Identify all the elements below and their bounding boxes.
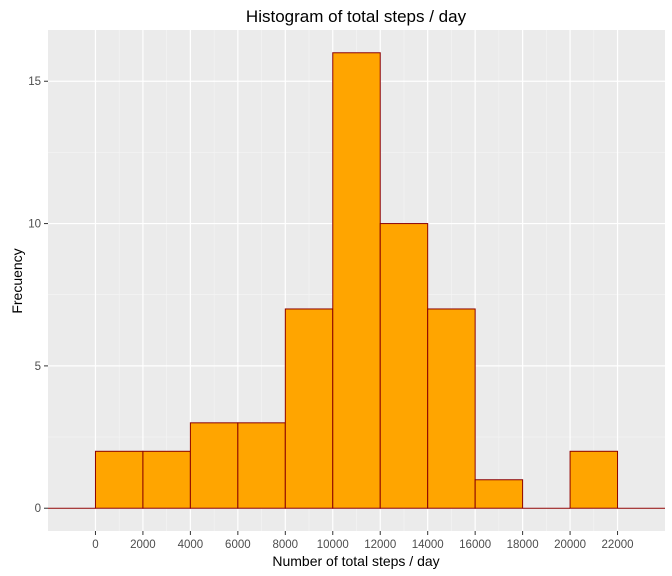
x-tick-label: 16000 (459, 539, 491, 551)
x-tick-label: 20000 (554, 539, 586, 551)
x-tick-label: 2000 (130, 539, 156, 551)
histogram-bars (48, 52, 665, 509)
histogram-bar (474, 479, 524, 509)
y-axis-title: Frecuency (9, 248, 25, 313)
histogram-bar (237, 422, 286, 509)
y-tick-label: 10 (28, 219, 41, 231)
y-tick-label: 5 (35, 361, 41, 373)
x-tick-label: 14000 (412, 539, 444, 551)
x-tick-label: 8000 (273, 539, 299, 551)
histogram-bar (569, 450, 619, 509)
x-tick-label: 10000 (317, 539, 349, 551)
histogram-bar (284, 308, 334, 509)
y-axis-ticks: 0 5 10 15 (28, 76, 48, 515)
x-axis-title: Number of total steps / day (272, 553, 439, 569)
histogram-bar (427, 308, 476, 509)
x-tick-label: 4000 (178, 539, 204, 551)
histogram-bar (94, 450, 144, 509)
histogram-bar (379, 223, 429, 509)
x-tick-label: 22000 (602, 539, 634, 551)
y-tick-label: 0 (35, 503, 41, 515)
y-tick-label: 15 (28, 76, 41, 88)
histogram-bar (189, 422, 239, 509)
histogram-bar (332, 52, 381, 509)
chart-title: Histogram of total steps / day (246, 7, 467, 26)
x-tick-label: 6000 (225, 539, 251, 551)
x-tick-label: 18000 (507, 539, 539, 551)
x-tick-label: 0 (92, 539, 98, 551)
histogram-bar (142, 450, 191, 509)
x-axis-ticks: 0 2000 4000 6000 8000 10000 12000 14000 16000 180… (92, 531, 634, 551)
x-tick-label: 12000 (364, 539, 396, 551)
